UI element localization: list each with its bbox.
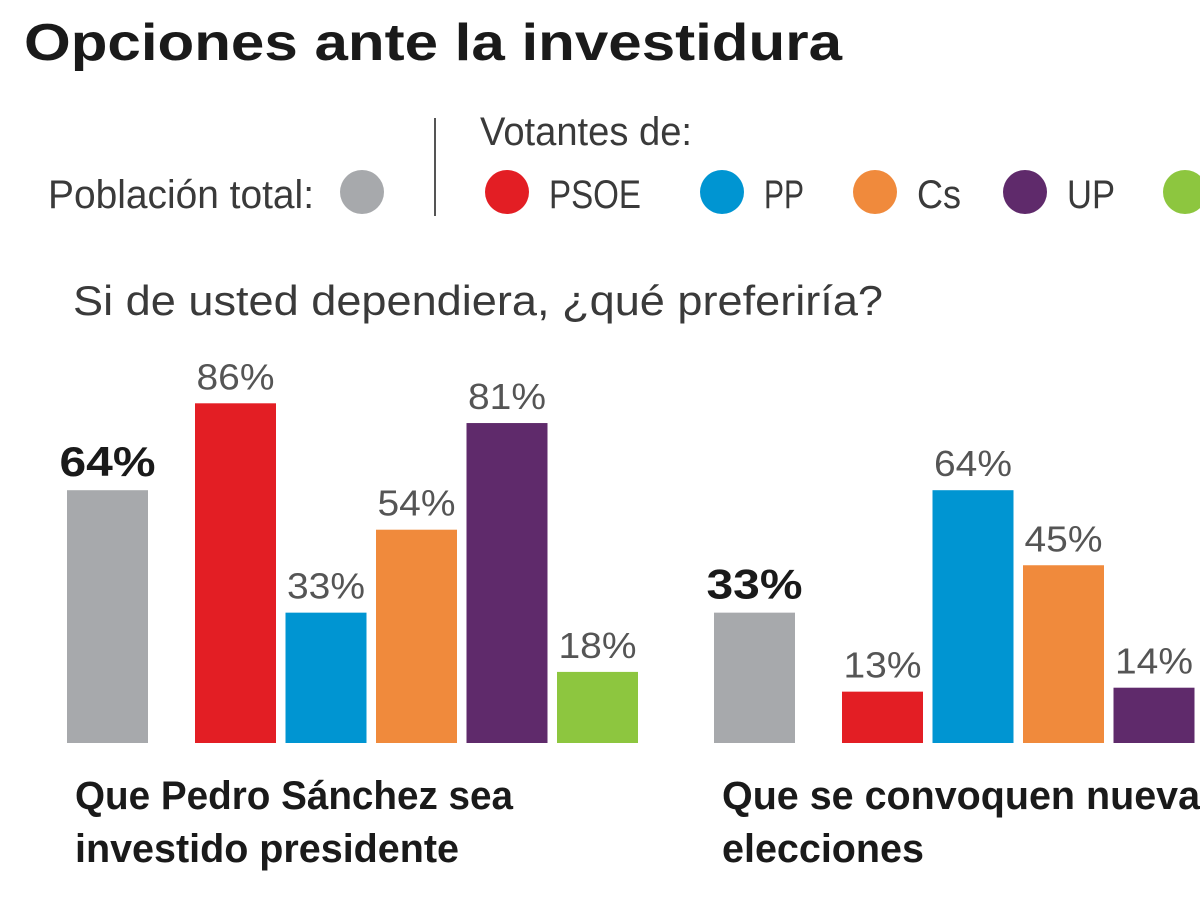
- bar-pp: [285, 612, 367, 743]
- bar-psoe: [195, 403, 276, 743]
- data-label: 64%: [934, 443, 1012, 484]
- data-label: 45%: [1025, 518, 1103, 559]
- category-label: elecciones: [722, 827, 924, 871]
- legend-voters-label: Votantes de:: [480, 110, 692, 154]
- bar-cs: [1023, 565, 1104, 743]
- bar-group-1: 64% 86% 33% 54% 81% 18% Que Pedro Sánchez sea i…: [60, 356, 638, 871]
- bar-población-total: [714, 612, 795, 743]
- legend-dot-green: [1163, 170, 1200, 214]
- legend-dot-psoe: [485, 170, 529, 214]
- data-label: 14%: [1115, 641, 1193, 682]
- legend-dot-up: [1003, 170, 1047, 214]
- data-label: 18%: [559, 625, 637, 666]
- data-label: 33%: [707, 561, 803, 608]
- bar-green: [557, 671, 638, 743]
- legend-label-psoe: PSOE: [549, 173, 641, 217]
- legend-dot-total: [340, 170, 384, 214]
- chart-subtitle: Si de usted dependiera, ¿qué preferiría?: [73, 277, 883, 324]
- data-label: 13%: [844, 645, 922, 686]
- legend-dot-cs: [853, 170, 897, 214]
- bar-población-total: [67, 490, 148, 743]
- bar-psoe: [842, 691, 923, 743]
- legend: Población total: Votantes de: PSOE PP Cs UP: [48, 110, 1200, 217]
- data-label: 64%: [60, 438, 156, 485]
- category-label: Que Pedro Sánchez sea: [75, 774, 514, 818]
- legend-label-cs: Cs: [917, 173, 961, 217]
- legend-total-label: Población total:: [48, 173, 314, 217]
- bar-cs: [376, 529, 457, 743]
- legend-label-pp: PP: [764, 173, 804, 217]
- category-label: Que se convoquen nuevas: [722, 774, 1200, 818]
- data-label: 33%: [287, 566, 365, 607]
- bar-group-2: 33% 13% 64% 45% 14% Que se convoquen nuevas el…: [707, 443, 1200, 871]
- chart-title: Opciones ante la investidura: [24, 14, 843, 72]
- data-label: 86%: [197, 356, 275, 397]
- legend-dot-pp: [700, 170, 744, 214]
- category-label: investido presidente: [75, 827, 459, 871]
- data-label: 54%: [378, 483, 456, 524]
- bar-up: [1113, 687, 1195, 743]
- bar-up: [466, 423, 548, 743]
- bar-pp: [932, 490, 1014, 743]
- legend-label-up: UP: [1067, 173, 1115, 217]
- data-label: 81%: [468, 376, 546, 417]
